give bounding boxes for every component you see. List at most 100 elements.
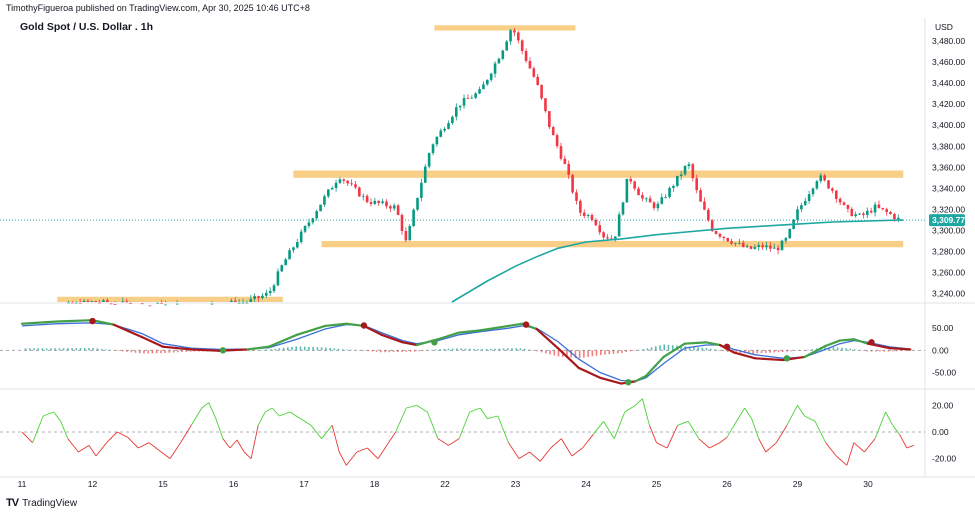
macd-hist-bar (468, 348, 471, 351)
osc-segment (592, 421, 604, 435)
candle (730, 238, 733, 246)
osc-segment (159, 450, 171, 460)
osc-segment (250, 425, 259, 459)
macd-hist-bar (896, 350, 898, 352)
candle (788, 228, 792, 240)
macd-hist-bar (604, 350, 606, 355)
macd-hist-bar (760, 350, 763, 354)
price-axis: 3,240.00 3,260.00 3,280.00 3,300.00 3,320.00… (932, 36, 965, 464)
macd-hist-bar (79, 348, 82, 351)
macd-hist-bar (430, 349, 433, 351)
candle (679, 170, 683, 181)
time-tick-label: 24 (581, 479, 591, 489)
candle (396, 203, 400, 216)
candle (443, 126, 446, 133)
candle (784, 236, 788, 244)
cross-marker (431, 339, 438, 346)
macd-hist-bar (638, 349, 640, 351)
candle (342, 178, 346, 184)
candle (408, 224, 412, 241)
candle (602, 231, 605, 242)
candle (656, 201, 660, 212)
osc-segment (899, 434, 908, 449)
time-tick-label: 23 (511, 479, 521, 489)
time-tick-label: 30 (863, 479, 873, 489)
macd-hist-bar (891, 350, 894, 352)
time-tick-label: 15 (158, 479, 168, 489)
macd-hist-bar (671, 345, 674, 351)
macd-hist-bar (75, 348, 78, 351)
candle (854, 211, 857, 218)
candle (617, 211, 621, 237)
macd-segment (888, 347, 912, 351)
chart-title: Gold Spot / U.S. Dollar . 1h (20, 21, 153, 33)
candle (261, 293, 264, 300)
candle (431, 143, 435, 156)
candle (276, 268, 280, 287)
candle (245, 300, 249, 304)
cross-marker (723, 343, 731, 350)
osc-segment (257, 411, 266, 426)
osc-segment (21, 431, 33, 443)
macd-hist-bar (147, 350, 149, 354)
macd-segment (324, 322, 348, 328)
candle (513, 28, 516, 37)
osc-segment (148, 442, 160, 452)
macd-hist-bar (130, 350, 133, 353)
osc-segment (603, 421, 615, 439)
publisher-line: TimothyFigueroa published on TradingView… (6, 3, 310, 13)
macd-hist-bar (367, 350, 369, 352)
macd-hist-bar (845, 348, 847, 351)
candle (796, 205, 799, 224)
osc-segment (265, 407, 273, 413)
candle (877, 200, 881, 209)
osc-segment (864, 438, 876, 453)
candle (780, 239, 784, 251)
macd-segment (732, 351, 757, 360)
candle (385, 199, 388, 209)
macd-hist-bar (477, 349, 479, 351)
macd-hist-bar (380, 350, 382, 353)
macd-hist-bar (874, 350, 877, 352)
candle (140, 301, 144, 305)
candle (660, 193, 664, 205)
candle (524, 48, 528, 63)
macd-hist-bar (286, 347, 289, 351)
macd-hist-bar (392, 350, 395, 353)
osc-segment (338, 451, 347, 466)
macd-segment (556, 347, 581, 370)
macd-hist-bar (341, 349, 344, 351)
candle (338, 177, 342, 184)
candle (765, 241, 768, 251)
price-tick-label: 3,380.00 (932, 141, 965, 151)
candle (703, 197, 706, 211)
candle (71, 301, 74, 304)
macd-hist-bar (248, 350, 251, 351)
osc-segment (32, 415, 44, 443)
candle (435, 135, 439, 147)
tradingview-logo-icon: TV (6, 497, 19, 509)
osc-segment (765, 442, 777, 453)
candle (377, 200, 381, 206)
macd-segment (535, 327, 559, 350)
macd-histogram (24, 344, 911, 359)
osc-tick-label: 0.00 (932, 427, 949, 437)
osc-segment (874, 411, 887, 439)
candle (164, 300, 167, 306)
macd-segment (161, 345, 193, 351)
candle (497, 57, 501, 64)
macd-hist-bar (506, 348, 509, 351)
candle (776, 244, 780, 255)
candle (761, 242, 764, 250)
candle (582, 209, 586, 219)
osc-segment (885, 411, 894, 426)
osc-segment (190, 407, 203, 426)
macd-hist-bar (28, 348, 31, 351)
macd-hist-bar (134, 350, 137, 353)
macd-hist-bar (612, 350, 615, 354)
time-tick-label: 22 (440, 479, 450, 489)
osc-segment (825, 442, 837, 457)
macd-hist-bar (62, 348, 65, 351)
macd-hist-bar (798, 350, 801, 351)
